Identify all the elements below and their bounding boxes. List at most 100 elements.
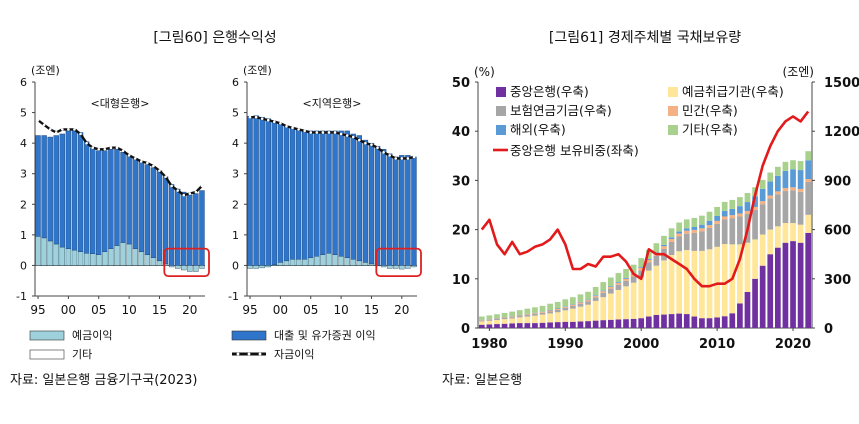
legend-total-label: 자금이익 — [274, 348, 314, 361]
bar-4 — [600, 290, 607, 292]
x-tick-label: 20 — [394, 303, 409, 317]
legend-label-0: 중앙은행(우축) — [510, 84, 589, 99]
bar-lending — [193, 193, 199, 266]
bar-4 — [699, 224, 705, 229]
bar-1 — [767, 229, 774, 255]
bar-1 — [547, 313, 553, 323]
bar-1 — [509, 318, 516, 324]
bar-2 — [790, 190, 796, 224]
total-point — [109, 146, 113, 150]
total-point — [303, 129, 306, 133]
total-point — [127, 154, 131, 157]
y-tick-label: 1 — [20, 229, 27, 242]
bar-3 — [691, 229, 698, 233]
x-tick-label: 2010 — [699, 337, 735, 352]
bar-1 — [744, 242, 751, 292]
bar-0 — [532, 323, 538, 328]
bar-0 — [539, 322, 546, 328]
bar-2 — [653, 255, 660, 266]
bar-5 — [494, 314, 500, 319]
bar-deposit — [368, 263, 375, 266]
total-line — [37, 119, 203, 197]
bar-lending — [265, 118, 271, 266]
legend-label-2: 보험연금기금(우축) — [510, 103, 612, 118]
total-point — [91, 146, 94, 150]
bar-1 — [577, 306, 584, 322]
bar-lending — [132, 158, 138, 249]
bar-deposit — [96, 254, 102, 266]
panel-regional-banks: -1 0 1 2 3 4 5 6 (조엔) 95 00 05 10 15 20 <지역은행> — [228, 64, 422, 317]
bar-5 — [524, 308, 531, 314]
bar-0 — [653, 314, 660, 328]
bar-1 — [714, 246, 720, 318]
figure-61-source: 자료: 일본은행 — [442, 372, 522, 388]
bar-lending — [374, 145, 381, 266]
bar-2 — [691, 232, 698, 251]
bar-0 — [661, 314, 667, 328]
total-point — [170, 184, 173, 188]
x-tick-label: 95 — [30, 303, 45, 317]
bar-3 — [683, 230, 690, 234]
bar-3 — [737, 213, 743, 217]
bar-lending — [405, 155, 411, 266]
bar-deposit — [301, 259, 308, 266]
bar-deposit — [199, 265, 205, 269]
bar-1 — [797, 224, 804, 243]
bar-1 — [782, 223, 789, 243]
bar-5 — [676, 222, 683, 232]
legend-swatch-4 — [496, 125, 506, 135]
bar-1 — [630, 282, 637, 319]
bar-2 — [737, 216, 743, 245]
bar-0 — [607, 319, 614, 328]
bar-deposit — [132, 248, 138, 266]
legend-deposit-swatch — [29, 330, 65, 341]
y-tick-label: 4 — [232, 137, 239, 150]
bar-2 — [562, 307, 569, 311]
x-tick-label: 20 — [182, 303, 197, 317]
bar-lending — [362, 139, 369, 263]
bar-4 — [645, 258, 652, 260]
bar-deposit — [35, 236, 41, 266]
total-point — [285, 125, 288, 128]
bar-lending — [108, 149, 114, 249]
total-point — [279, 121, 282, 125]
bar-deposit — [47, 240, 53, 266]
bar-deposit — [168, 265, 175, 268]
total-point — [266, 118, 270, 122]
bar-lending — [380, 149, 387, 266]
bar-0 — [714, 317, 720, 328]
legend-lending-swatch — [231, 330, 267, 341]
bar-4 — [691, 226, 698, 230]
bar-1 — [494, 319, 500, 325]
panel-name: <지역은행> — [303, 97, 362, 110]
bar-2 — [585, 301, 591, 305]
legend-line-label: 중앙은행 보유비중(좌축) — [510, 143, 639, 158]
bar-4 — [729, 208, 736, 216]
bar-4 — [638, 267, 645, 268]
bar-2 — [721, 219, 728, 245]
bar-lending — [150, 167, 157, 258]
bar-lending — [187, 194, 193, 266]
bar-3 — [547, 310, 553, 312]
bar-5 — [577, 294, 584, 302]
bar-4 — [752, 196, 758, 207]
total-point — [345, 134, 349, 137]
bar-3 — [615, 282, 622, 285]
y-tick-label: -1 — [16, 290, 27, 303]
bar-lending — [114, 149, 120, 246]
bar-deposit — [65, 248, 72, 266]
bar-lending — [289, 127, 296, 260]
bar-lending — [308, 130, 314, 258]
bar-4 — [714, 215, 720, 221]
bar-lending — [126, 155, 132, 245]
bar-0 — [509, 323, 516, 328]
bar-2 — [570, 306, 576, 309]
unit-label: (조엔) — [31, 64, 60, 77]
legend-label-3: 민간(우축) — [682, 103, 738, 118]
bar-5 — [570, 297, 576, 305]
total-point — [364, 141, 367, 145]
bar-lending — [138, 161, 144, 252]
bar-0 — [706, 318, 713, 328]
legend-other-swatch — [29, 349, 65, 360]
bar-5 — [562, 299, 569, 307]
